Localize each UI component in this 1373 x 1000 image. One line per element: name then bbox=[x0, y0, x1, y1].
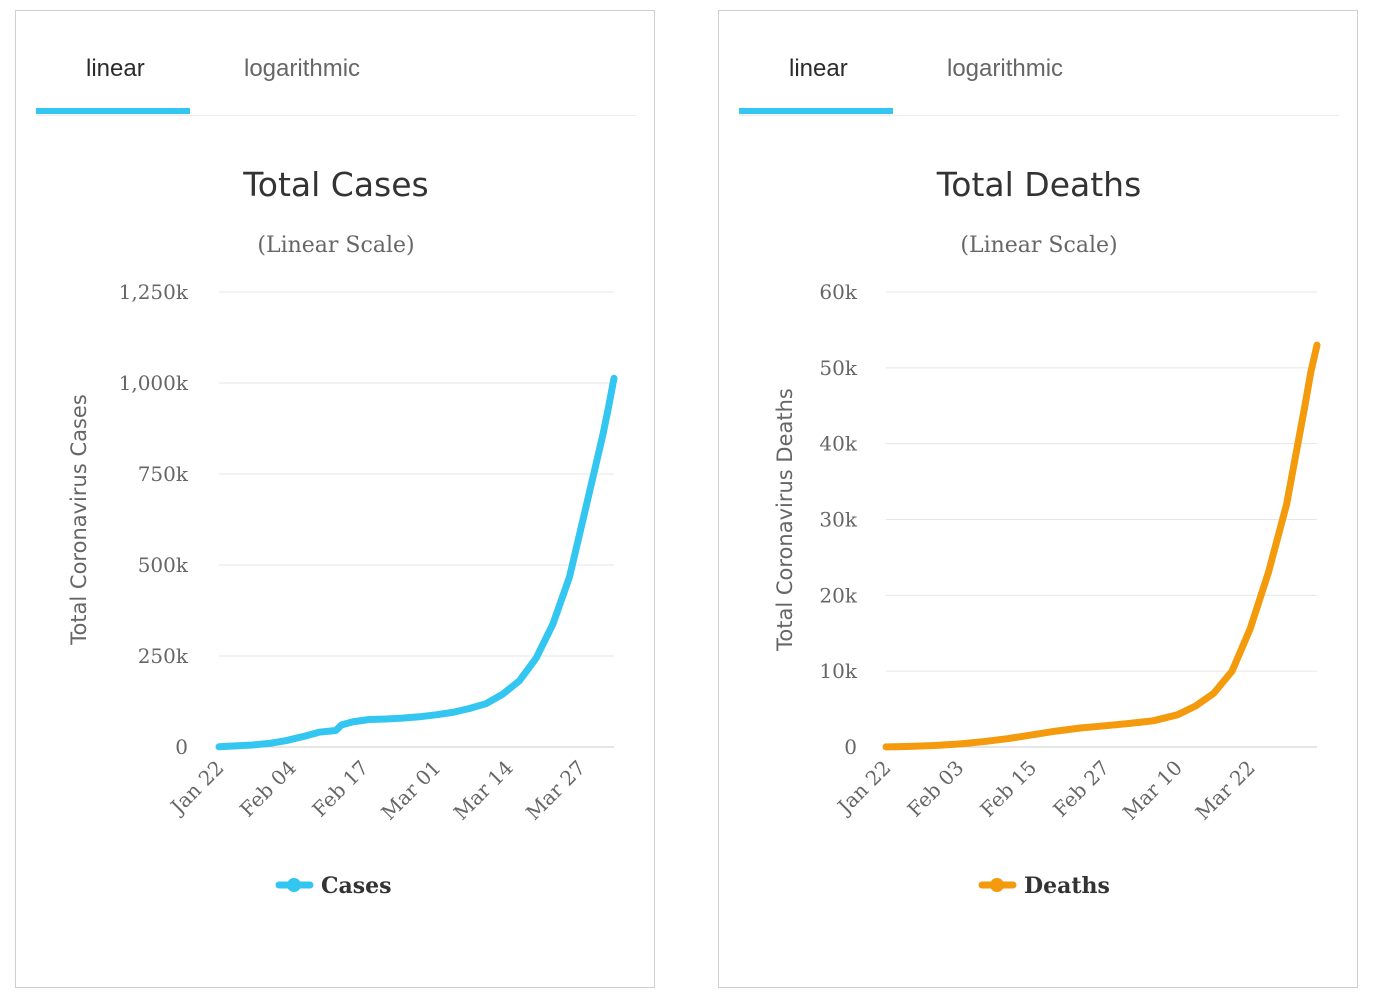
y-tick-label: 10k bbox=[819, 659, 857, 683]
x-tick-label: Jan 22 bbox=[164, 756, 228, 820]
y-tick-label: 250k bbox=[138, 644, 189, 668]
scale-tabs: linear logarithmic bbox=[739, 11, 1339, 116]
chart-subtitle: (Linear Scale) bbox=[960, 233, 1117, 258]
series-line bbox=[882, 341, 1321, 751]
tab-logarithmic[interactable]: logarithmic bbox=[947, 55, 1064, 82]
y-tick-label: 50k bbox=[819, 356, 857, 380]
x-tick-label: Mar 22 bbox=[1191, 756, 1260, 825]
y-axis-title: Total Coronavirus Cases bbox=[67, 394, 91, 646]
y-tick-label: 0 bbox=[844, 735, 857, 759]
legend-label: Deaths bbox=[1024, 873, 1110, 899]
active-tab-indicator bbox=[36, 108, 190, 114]
y-tick-label: 500k bbox=[138, 553, 189, 577]
y-tick-label: 20k bbox=[819, 583, 857, 607]
y-tick-label: 60k bbox=[819, 280, 857, 304]
tab-linear[interactable]: linear bbox=[789, 55, 848, 82]
y-tick-label: 40k bbox=[819, 432, 857, 456]
chart-title: Total Deaths bbox=[936, 165, 1142, 204]
x-tick-label: Mar 27 bbox=[521, 756, 590, 825]
x-tick-label: Mar 14 bbox=[449, 756, 518, 825]
scale-tabs: linear logarithmic bbox=[36, 11, 636, 116]
y-tick-label: 0 bbox=[175, 735, 188, 759]
legend-marker bbox=[990, 878, 1004, 892]
x-tick-label: Feb 04 bbox=[235, 756, 301, 822]
x-tick-label: Feb 27 bbox=[1048, 756, 1114, 822]
y-tick-label: 750k bbox=[138, 462, 189, 486]
y-tick-label: 1,250k bbox=[119, 280, 189, 304]
x-tick-label: Jan 22 bbox=[831, 756, 895, 820]
active-tab-indicator bbox=[739, 108, 893, 114]
tab-linear[interactable]: linear bbox=[86, 55, 145, 82]
x-tick-label: Feb 03 bbox=[902, 756, 968, 822]
x-tick-label: Mar 01 bbox=[376, 756, 445, 825]
x-tick-label: Feb 15 bbox=[975, 756, 1041, 822]
x-tick-label: Mar 10 bbox=[1118, 756, 1187, 825]
legend-label: Cases bbox=[321, 873, 392, 899]
x-tick-label: Feb 17 bbox=[307, 756, 373, 822]
deaths-chart-panel: linear logarithmic Total Deaths (Linear S… bbox=[718, 10, 1358, 988]
cases-chart-panel: linear logarithmic Total Cases (Linear Sc… bbox=[15, 10, 655, 988]
total-deaths-chart: Total Deaths (Linear Scale) 0 10k 20k 30k 40k 5… bbox=[773, 165, 1321, 899]
chart-title: Total Cases bbox=[242, 165, 429, 204]
tab-logarithmic[interactable]: logarithmic bbox=[244, 55, 361, 82]
legend-marker bbox=[287, 878, 301, 892]
y-axis-title: Total Coronavirus Deaths bbox=[773, 388, 797, 652]
series-line bbox=[215, 374, 618, 751]
total-cases-chart: Total Cases (Linear Scale) 0 250k 500k 750k 1,… bbox=[67, 165, 618, 899]
chart-subtitle: (Linear Scale) bbox=[257, 233, 414, 258]
y-tick-label: 30k bbox=[819, 508, 857, 532]
y-tick-label: 1,000k bbox=[119, 371, 189, 395]
